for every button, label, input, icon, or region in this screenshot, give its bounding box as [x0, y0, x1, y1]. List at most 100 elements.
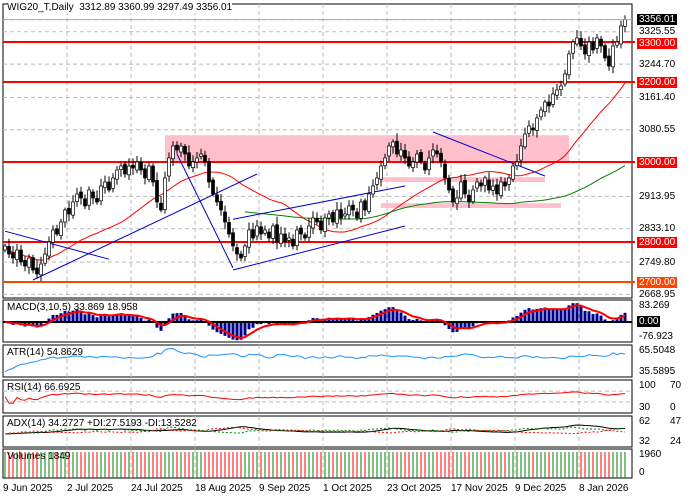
candle-body	[343, 213, 347, 217]
candle-body	[327, 213, 331, 219]
candle-body	[155, 180, 159, 203]
candle-body	[583, 44, 587, 55]
macd-histogram-bar	[411, 319, 415, 322]
candle-body	[243, 245, 247, 257]
candle-body	[3, 245, 7, 251]
candle-body	[399, 149, 403, 157]
macd-histogram-bar	[347, 317, 351, 322]
indicator-label: RSI(14) 66.6925	[7, 382, 81, 393]
macd-histogram-bar	[275, 322, 279, 325]
candle-body	[223, 211, 227, 223]
macd-histogram-bar	[463, 322, 467, 328]
macd-histogram-bar	[467, 322, 471, 329]
date-axis-label: 8 Jan 2026	[579, 483, 629, 494]
candle-body	[499, 181, 503, 196]
candle-body	[159, 202, 163, 211]
price-axis-label: 2833.10	[639, 223, 676, 235]
candle-body	[319, 220, 323, 231]
candle-body	[371, 185, 375, 195]
candle-body	[79, 191, 83, 199]
macd-histogram-bar	[251, 322, 255, 328]
macd-histogram-bar	[563, 308, 567, 322]
candle-body	[519, 145, 523, 161]
macd-histogram-bar	[551, 308, 555, 322]
macd-histogram-bar	[567, 305, 571, 322]
macd-histogram-bar	[27, 322, 31, 325]
candle-body	[455, 197, 459, 204]
macd-histogram-bar	[87, 313, 91, 322]
atr-line	[4, 348, 626, 373]
candle-body	[235, 247, 239, 255]
price-axis-label: 3356.01	[637, 14, 678, 26]
candle-body	[603, 45, 607, 59]
date-axis-label: 2 Jul 2025	[67, 483, 114, 494]
candle-body	[211, 179, 215, 195]
candle-body	[439, 152, 443, 163]
macd-histogram-bar	[207, 322, 211, 326]
macd-histogram-bar	[619, 314, 623, 322]
candle-body	[543, 101, 547, 112]
price-axis-label: 2749.80	[639, 256, 676, 268]
macd-histogram-bar	[115, 313, 119, 322]
macd-histogram-bar	[211, 322, 215, 330]
candle-body	[39, 263, 43, 276]
candle-body	[19, 249, 23, 263]
candle-body	[547, 101, 551, 107]
macd-histogram-bar	[83, 314, 87, 322]
macd-histogram-bar	[107, 316, 111, 322]
candle-body	[323, 217, 327, 232]
macd-histogram-bar	[391, 307, 395, 322]
candle-body	[175, 144, 179, 151]
candle-body	[275, 224, 279, 243]
candle-body	[595, 37, 599, 49]
candle-body	[143, 168, 147, 179]
candle-body	[11, 252, 15, 259]
macd-histogram-bar	[455, 322, 459, 332]
candle-body	[183, 146, 187, 155]
trendline	[4, 230, 110, 260]
macd-histogram-bar	[403, 315, 407, 322]
price-axis-label: 2913.95	[639, 190, 676, 202]
candle-body	[195, 157, 199, 163]
candle-body	[391, 141, 395, 148]
macd-histogram-bar	[543, 307, 547, 322]
candle-body	[83, 198, 87, 207]
macd-histogram-bar	[247, 322, 251, 330]
candle-body	[203, 154, 207, 163]
indicator-axis-label: 30	[639, 402, 651, 413]
indicator-label: Volumes 1849	[7, 451, 71, 462]
plus-di-line	[5, 426, 626, 435]
candle-body	[359, 201, 363, 219]
candle-body	[135, 161, 139, 171]
candle-body	[47, 241, 51, 257]
rsi-line	[4, 391, 626, 404]
candle-body	[55, 228, 59, 235]
trendline	[432, 131, 546, 177]
indicator-axis-label: 0.00	[637, 315, 661, 327]
macd-histogram-bar	[559, 309, 563, 322]
candle-body	[355, 211, 359, 219]
candle-body	[115, 169, 119, 180]
trendline	[232, 225, 406, 271]
candle-body	[347, 205, 351, 216]
indicator-axis-label: 100	[639, 380, 656, 391]
candle-body	[43, 253, 47, 264]
candle-body	[503, 181, 507, 187]
candle-body	[419, 152, 423, 163]
macd-histogram-bar	[399, 312, 403, 322]
candle-body	[575, 37, 579, 45]
candle-body	[567, 53, 571, 76]
candle-body	[411, 161, 415, 168]
candle-body	[227, 222, 231, 235]
candle-body	[7, 246, 11, 255]
candle-body	[287, 237, 291, 241]
moving-average-slow	[244, 165, 626, 220]
candle-body	[231, 232, 235, 247]
macd-histogram-bar	[383, 309, 387, 322]
candle-body	[31, 257, 35, 271]
macd-histogram-bar	[259, 322, 263, 325]
candle-body	[279, 233, 283, 244]
macd-histogram-bar	[67, 311, 71, 322]
candle-body	[495, 184, 499, 195]
macd-histogram-bar	[219, 322, 223, 334]
